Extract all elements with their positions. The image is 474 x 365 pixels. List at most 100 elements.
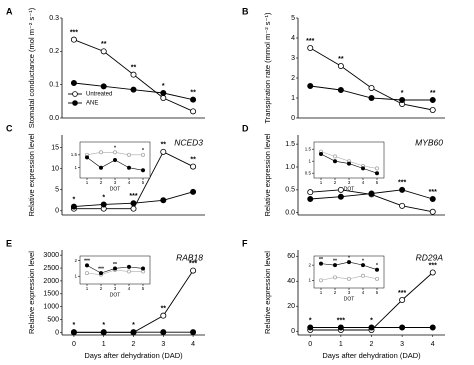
x-tick-label: 1 bbox=[86, 180, 89, 185]
x-tick-label: 1 bbox=[86, 286, 89, 291]
significance: ** bbox=[338, 56, 344, 63]
data-point bbox=[337, 193, 344, 200]
y-axis-label: Relative expression level bbox=[263, 133, 272, 216]
y-tick-label: 500 bbox=[47, 316, 59, 323]
y-tick-label: 1.0 bbox=[285, 164, 295, 171]
data-point bbox=[130, 205, 137, 212]
y-tick-label: 5 bbox=[55, 187, 59, 194]
y-tick-label: 20 bbox=[287, 303, 295, 310]
x-tick-label: 4 bbox=[191, 341, 195, 348]
x-tick-label: 1 bbox=[339, 341, 343, 348]
data-point bbox=[374, 276, 379, 281]
x-tick-label: 3 bbox=[114, 286, 117, 291]
x-tick-label: 3 bbox=[161, 341, 165, 348]
data-point bbox=[429, 324, 436, 331]
y-tick-label: 1.5 bbox=[305, 146, 312, 151]
y-axis-label: Relative expression level bbox=[263, 251, 272, 334]
x-tick-label: 4 bbox=[431, 341, 435, 348]
x-tick-label: 3 bbox=[400, 341, 404, 348]
data-point bbox=[160, 148, 167, 155]
data-point bbox=[99, 271, 104, 276]
y-tick-label: 2 bbox=[74, 258, 77, 263]
data-point bbox=[429, 97, 436, 104]
significance: ** bbox=[190, 156, 196, 163]
x-axis-label: DOT bbox=[344, 296, 355, 302]
data-point bbox=[307, 324, 314, 331]
data-point bbox=[113, 157, 118, 162]
significance: *** bbox=[84, 259, 90, 265]
data-point bbox=[346, 276, 351, 281]
data-point bbox=[190, 108, 197, 115]
significance: *** bbox=[70, 30, 78, 37]
data-point bbox=[160, 90, 167, 97]
y-tick-label: 1 bbox=[308, 158, 311, 163]
data-point bbox=[85, 271, 90, 276]
data-point bbox=[99, 150, 104, 155]
y-tick-label: 2 bbox=[308, 262, 311, 267]
significance: * bbox=[142, 148, 144, 154]
data-point bbox=[374, 166, 379, 171]
data-point bbox=[318, 278, 323, 283]
data-point bbox=[429, 195, 436, 202]
data-point bbox=[307, 189, 314, 196]
legend-marker bbox=[72, 100, 78, 106]
significance: ** bbox=[430, 90, 436, 97]
y-tick-label: 3000 bbox=[43, 252, 59, 259]
y-tick-label: 10 bbox=[51, 166, 59, 173]
data-point bbox=[374, 267, 379, 272]
data-point bbox=[399, 97, 406, 104]
y-tick-label: 4 bbox=[291, 35, 295, 42]
data-point bbox=[399, 324, 406, 331]
x-tick-label: 4 bbox=[128, 180, 131, 185]
data-point bbox=[100, 329, 107, 336]
data-point bbox=[368, 85, 375, 92]
data-point bbox=[429, 107, 436, 114]
data-point bbox=[127, 264, 132, 269]
panel-letter: C bbox=[6, 123, 13, 133]
significance: * bbox=[132, 322, 135, 329]
x-tick-label: 1 bbox=[102, 341, 106, 348]
data-point bbox=[190, 163, 197, 170]
significance: *** bbox=[189, 260, 197, 267]
x-tick-label: 4 bbox=[128, 286, 131, 291]
data-point bbox=[130, 71, 137, 78]
significance: * bbox=[401, 90, 404, 97]
data-point bbox=[332, 154, 337, 159]
data-point bbox=[100, 201, 107, 208]
significance: * bbox=[376, 263, 378, 269]
data-point bbox=[318, 151, 323, 156]
data-point bbox=[127, 269, 132, 274]
significance: *** bbox=[429, 262, 437, 269]
significance: *** bbox=[129, 193, 137, 200]
y-tick-label: 0 bbox=[55, 208, 59, 215]
data-point bbox=[318, 261, 323, 266]
data-point bbox=[100, 48, 107, 55]
panel-letter: B bbox=[242, 6, 249, 16]
data-point bbox=[160, 312, 167, 319]
y-tick-label: 1.5 bbox=[285, 141, 295, 148]
x-tick-label: 3 bbox=[348, 290, 351, 295]
x-axis-label: DOT bbox=[110, 292, 121, 298]
data-point bbox=[190, 329, 197, 336]
y-tick-label: 1.5 bbox=[71, 152, 78, 157]
data-point bbox=[429, 269, 436, 276]
data-point bbox=[85, 155, 90, 160]
data-point bbox=[307, 83, 314, 90]
data-point bbox=[70, 80, 77, 87]
data-point bbox=[337, 324, 344, 331]
x-tick-label: 2 bbox=[132, 341, 136, 348]
data-point bbox=[99, 165, 104, 170]
y-tick-label: 1000 bbox=[43, 304, 59, 311]
x-tick-label: 2 bbox=[100, 180, 103, 185]
data-point bbox=[190, 267, 197, 274]
y-tick-label: 1 bbox=[308, 278, 311, 283]
y-tick-label: 0 bbox=[291, 115, 295, 122]
data-point bbox=[332, 263, 337, 268]
significance: *** bbox=[98, 266, 104, 272]
data-point bbox=[360, 166, 365, 171]
significance: * bbox=[114, 146, 116, 152]
gene-title: MYB60 bbox=[415, 137, 443, 147]
y-axis-label: Relative expression level bbox=[27, 133, 36, 216]
data-point bbox=[140, 266, 145, 271]
x-tick-label: 3 bbox=[114, 180, 117, 185]
